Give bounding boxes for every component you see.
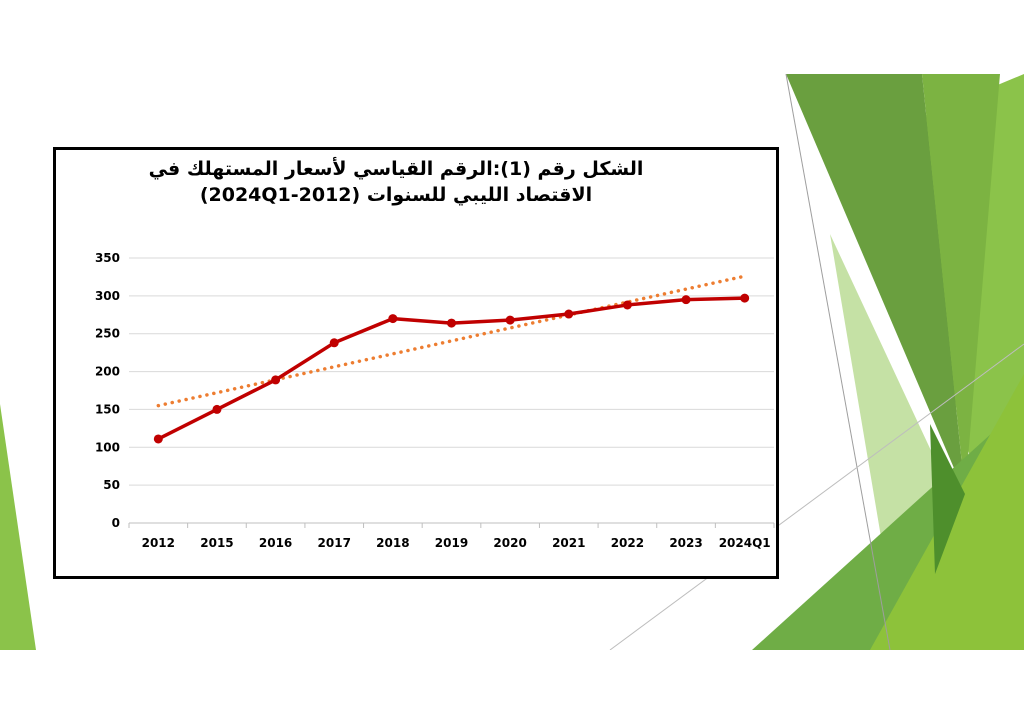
chart-title-line-1: الشكل رقم (1):الرقم القياسي لأسعار المست… <box>148 158 644 180</box>
y-tick-label: 250 <box>95 327 120 341</box>
data-point <box>153 434 163 444</box>
x-tick-label: 2018 <box>376 536 409 550</box>
y-tick-label: 350 <box>95 251 120 265</box>
y-tick-label: 150 <box>95 402 120 416</box>
deco-line-1 <box>785 74 891 650</box>
slide-decoration <box>0 74 1024 650</box>
y-tick-label: 50 <box>103 478 120 492</box>
x-tick-label: 2024Q1 <box>719 536 771 550</box>
data-point <box>622 300 632 310</box>
data-point <box>329 338 339 348</box>
deco-shape-deep <box>930 424 965 574</box>
x-tick-label: 2019 <box>435 536 468 550</box>
chart-frame: الشكل رقم (1):الرقم القياسي لأسعار المست… <box>53 147 779 579</box>
x-tick-label: 2022 <box>611 536 644 550</box>
chart-title: الشكل رقم (1):الرقم القياسي لأسعار المست… <box>96 156 696 208</box>
x-tick-label: 2023 <box>669 536 702 550</box>
deco-line-2 <box>609 343 1024 650</box>
data-point <box>447 318 456 328</box>
chart-title-line-2: الاقتصاد الليبي للسنوات (2024Q1-2012) <box>199 184 593 206</box>
x-tick-label: 2021 <box>552 536 585 550</box>
left-green-sliver <box>0 404 36 650</box>
deco-shape-mid <box>922 74 1000 494</box>
x-tick-label: 2020 <box>493 536 526 550</box>
x-tick-label: 2012 <box>142 536 175 550</box>
x-tick-label: 2016 <box>259 536 292 550</box>
plot-area: 0 50 100 150 200 250 300 350 2012 2015 2016 2017 201… <box>95 251 775 550</box>
deco-shape-dark <box>786 74 965 494</box>
data-point <box>740 293 750 303</box>
x-tick-label: 2015 <box>200 536 233 550</box>
trendline <box>156 274 747 408</box>
x-tick-label: 2017 <box>318 536 351 550</box>
data-point <box>212 404 222 414</box>
data-point <box>505 315 515 325</box>
data-point <box>681 295 691 305</box>
y-tick-label: 100 <box>95 440 120 454</box>
y-tick-label: 0 <box>112 516 120 530</box>
data-point <box>388 314 398 324</box>
y-tick-label: 300 <box>95 289 120 303</box>
y-tick-label: 200 <box>95 365 120 379</box>
data-point <box>564 309 574 319</box>
slide: الشكل رقم (1):الرقم القياسي لأسعار المست… <box>0 74 1024 650</box>
data-point <box>271 375 281 385</box>
